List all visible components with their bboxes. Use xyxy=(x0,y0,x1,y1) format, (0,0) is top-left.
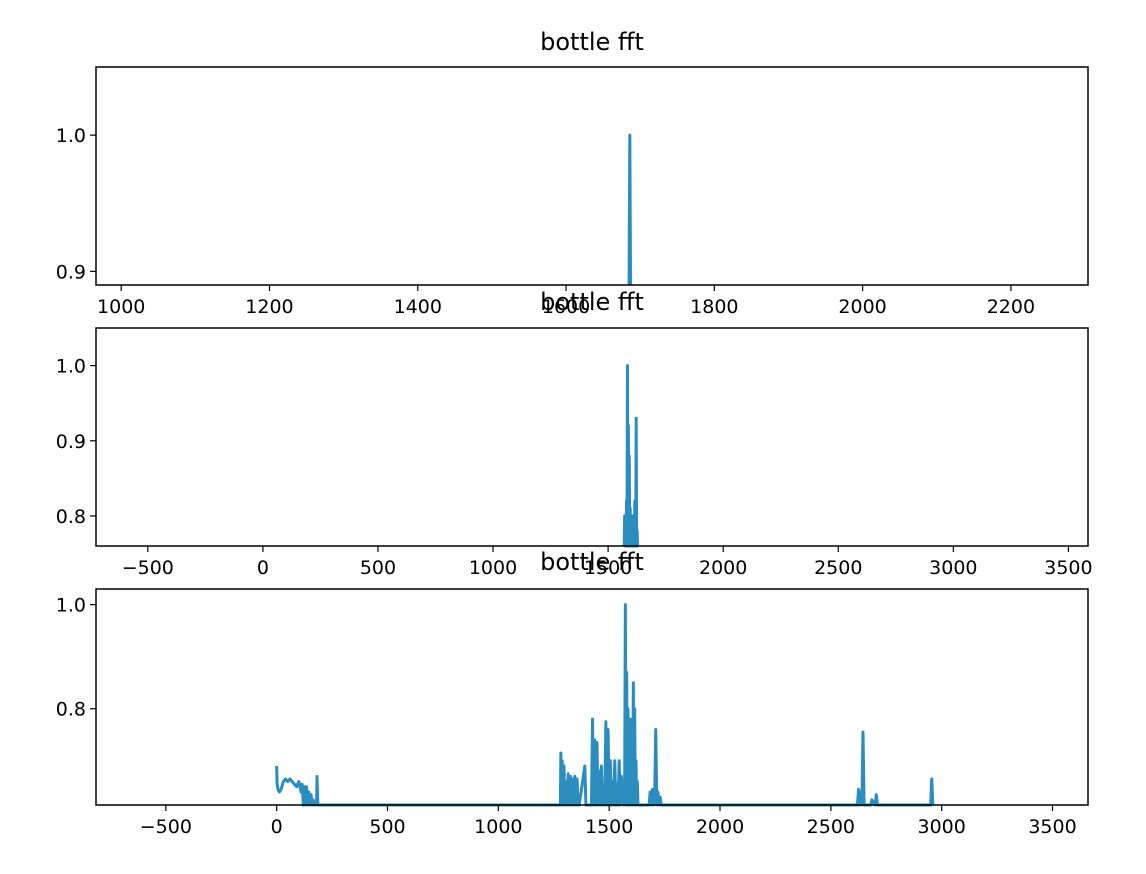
subplot-1-series-1-path xyxy=(627,133,633,286)
subplot-3-x-tick-label: 1000 xyxy=(474,816,522,838)
subplot-3-x-tick-label: 2500 xyxy=(807,816,855,838)
subplot-1-x-tick-label: 2200 xyxy=(987,296,1035,318)
subplot-3-title: bottle fft xyxy=(540,548,644,576)
subplot-2-y-tick-label: 0.9 xyxy=(56,431,86,453)
subplot-2-x-tick-label: 2000 xyxy=(699,557,747,579)
subplot-1-series-line xyxy=(627,133,633,286)
subplot-1-x-ticks: 1000 1200 1400 1600 1800 2000 2200 xyxy=(97,285,1035,318)
subplot-3-x-tick-label: −500 xyxy=(140,816,192,838)
subplot-2-y-tick-label: 1.0 xyxy=(56,356,86,378)
subplot-3-series-line xyxy=(275,603,935,807)
subplot-2-x-tick-label: 1500 xyxy=(584,557,632,579)
subplot-3-x-tick-label: 3500 xyxy=(1028,816,1076,838)
subplot-3-y-ticks: 0.8 1.0 xyxy=(56,595,96,721)
subplot-3-y-tick-label: 1.0 xyxy=(56,595,86,617)
subplot-1-frame xyxy=(95,66,1089,286)
subplot-2-series-1-path xyxy=(622,364,640,548)
subplot-1-y-tick-label: 1.0 xyxy=(56,125,86,147)
subplot-3-x-tick-label: 0 xyxy=(271,816,283,838)
subplot-2-x-tick-label: 0 xyxy=(257,557,269,579)
subplot-2-x-ticks: −500 0 500 1000 1500 2000 2500 3000 3500 xyxy=(122,546,1093,579)
subplot-3-series-1-path xyxy=(275,603,935,807)
subplot-1-title: bottle fft xyxy=(540,28,644,56)
subplot-3-frame xyxy=(95,588,1089,806)
subplot-3-x-ticks: −500 0 500 1000 1500 2000 2500 3000 3500 xyxy=(140,805,1077,838)
subplot-1-y-tick-label: 0.9 xyxy=(56,261,86,283)
subplot-1: bottle fft 1000 1200 1400 1600 1800 2000 2200 … xyxy=(56,28,1089,318)
subplot-1-x-tick-label: 1800 xyxy=(690,296,738,318)
subplot-3: bottle fft −500 0 500 1000 1500 2000 2500 3000 3… xyxy=(56,548,1089,838)
subplot-2-title: bottle fft xyxy=(540,288,644,316)
subplot-1-x-tick-label: 1400 xyxy=(394,296,442,318)
subplot-2-x-tick-label: 2500 xyxy=(814,557,862,579)
subplot-2-x-tick-label: −500 xyxy=(122,557,174,579)
subplot-1-y-ticks: 0.9 1.0 xyxy=(56,125,96,283)
subplot-2-y-ticks: 0.8 0.9 1.0 xyxy=(56,356,96,528)
subplot-3-x-tick-label: 3000 xyxy=(918,816,966,838)
subplot-2-x-tick-label: 3000 xyxy=(929,557,977,579)
subplot-2-x-tick-label: 3500 xyxy=(1044,557,1092,579)
subplot-3-x-tick-label: 2000 xyxy=(696,816,744,838)
subplot-3-x-tick-label: 500 xyxy=(369,816,405,838)
subplot-2-x-tick-label: 1000 xyxy=(469,557,517,579)
subplot-2-frame xyxy=(95,327,1089,547)
subplot-2: bottle fft −500 0 500 1000 1500 2000 2500 3000 3… xyxy=(56,288,1093,579)
subplot-1-x-tick-label: 2000 xyxy=(838,296,886,318)
subplot-2-x-tick-label: 500 xyxy=(360,557,396,579)
subplot-3-y-tick-label: 0.8 xyxy=(56,699,86,721)
subplot-1-x-tick-label: 1600 xyxy=(542,296,590,318)
subplot-2-series-line xyxy=(622,364,640,548)
subplot-2-y-tick-label: 0.8 xyxy=(56,506,86,528)
subplot-3-x-tick-label: 1500 xyxy=(585,816,633,838)
subplot-1-x-tick-label: 1000 xyxy=(97,296,145,318)
subplot-1-x-tick-label: 1200 xyxy=(245,296,293,318)
